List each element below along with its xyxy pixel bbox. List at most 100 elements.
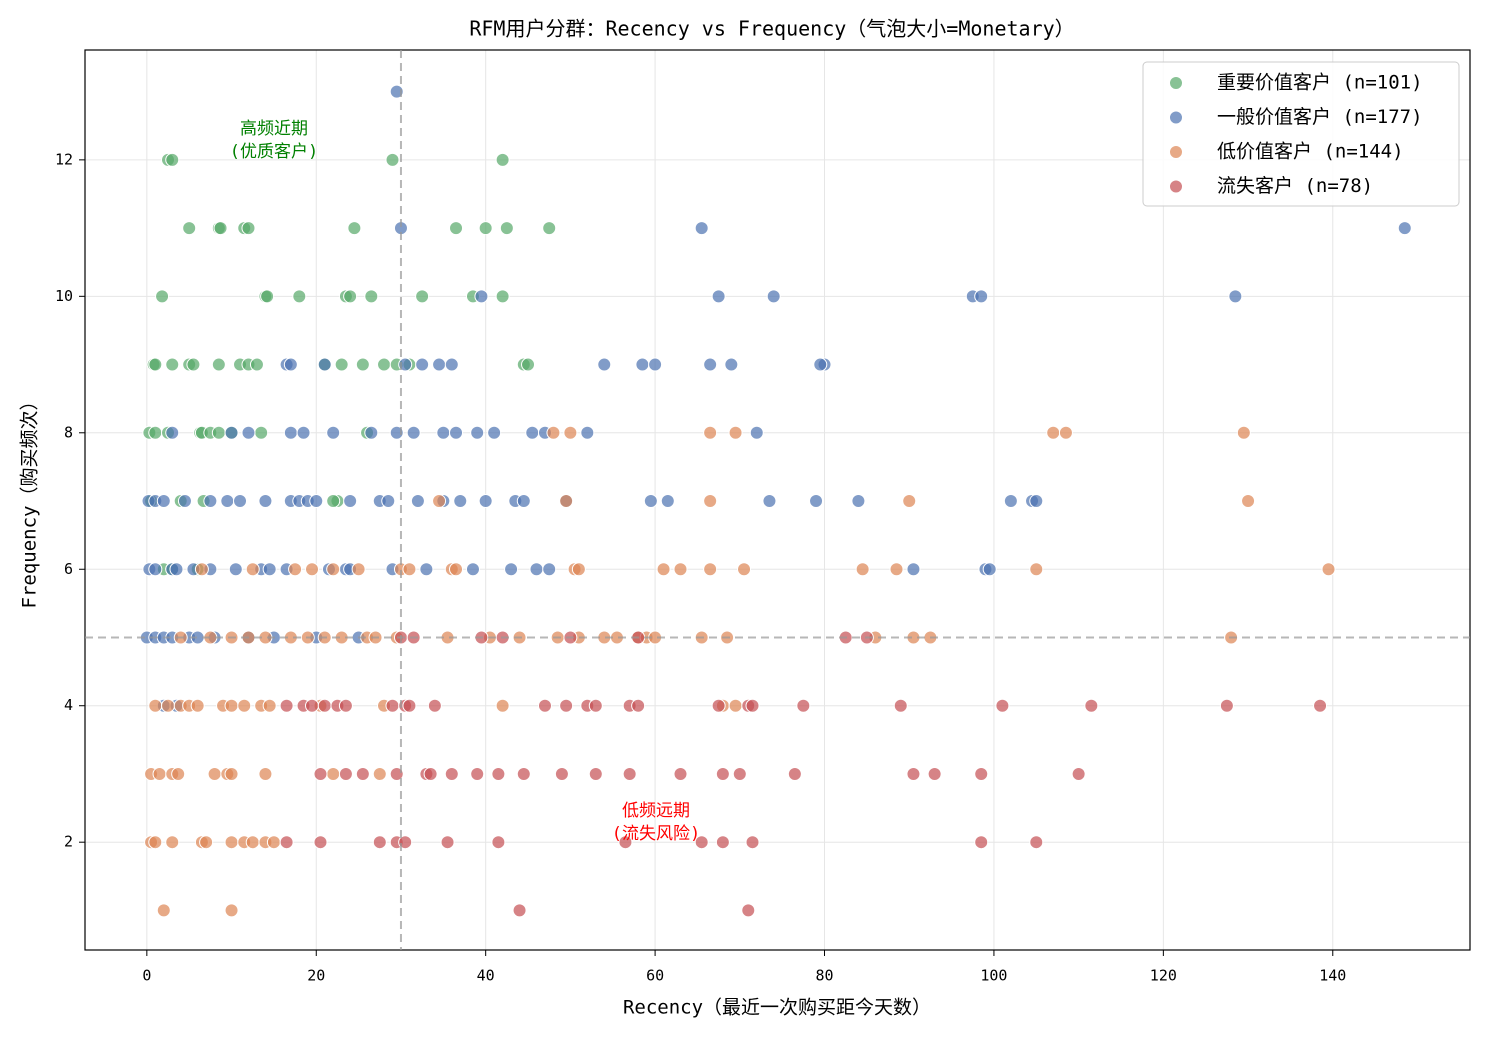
point bbox=[245, 562, 260, 577]
point bbox=[224, 766, 239, 781]
point bbox=[787, 766, 802, 781]
point bbox=[559, 494, 574, 509]
point bbox=[542, 562, 557, 577]
point bbox=[974, 289, 989, 304]
point bbox=[245, 835, 260, 850]
point bbox=[1313, 698, 1328, 713]
point bbox=[813, 357, 828, 372]
point bbox=[504, 562, 519, 577]
point bbox=[313, 766, 328, 781]
point bbox=[317, 357, 332, 372]
point bbox=[563, 425, 578, 440]
point bbox=[1003, 494, 1018, 509]
annotation: (流失风险) bbox=[612, 824, 700, 844]
point bbox=[597, 357, 612, 372]
point bbox=[364, 425, 379, 440]
point bbox=[902, 494, 917, 509]
point bbox=[402, 698, 417, 713]
point bbox=[537, 698, 552, 713]
point bbox=[343, 289, 358, 304]
y-tick-label: 4 bbox=[64, 696, 73, 714]
point bbox=[580, 425, 595, 440]
point bbox=[317, 698, 332, 713]
point bbox=[516, 494, 531, 509]
point bbox=[148, 562, 163, 577]
point bbox=[851, 494, 866, 509]
point bbox=[343, 494, 358, 509]
point bbox=[228, 562, 243, 577]
legend-label: 一般价值客户 (n=177) bbox=[1217, 106, 1423, 128]
point bbox=[440, 835, 455, 850]
point bbox=[470, 425, 485, 440]
point bbox=[155, 289, 170, 304]
point bbox=[660, 494, 675, 509]
point bbox=[588, 698, 603, 713]
point bbox=[694, 835, 709, 850]
point bbox=[381, 494, 396, 509]
point bbox=[258, 494, 273, 509]
point bbox=[1071, 766, 1086, 781]
point bbox=[224, 698, 239, 713]
point bbox=[279, 835, 294, 850]
point bbox=[1228, 289, 1243, 304]
point bbox=[478, 221, 493, 236]
plot-frame bbox=[84, 49, 1471, 951]
point bbox=[618, 835, 633, 850]
legend: 重要价值客户 (n=101) 一般价值客户 (n=177) 低价值客户 (n=144… bbox=[1142, 61, 1460, 207]
point bbox=[372, 835, 387, 850]
legend-label: 重要价值客户 (n=101) bbox=[1217, 72, 1423, 94]
point bbox=[724, 357, 739, 372]
point bbox=[728, 425, 743, 440]
point bbox=[449, 562, 464, 577]
point bbox=[1058, 425, 1073, 440]
point bbox=[796, 698, 811, 713]
legend-marker bbox=[1169, 110, 1183, 125]
point bbox=[213, 221, 228, 236]
point bbox=[673, 562, 688, 577]
point bbox=[262, 562, 277, 577]
point bbox=[648, 357, 663, 372]
point bbox=[190, 698, 205, 713]
point bbox=[465, 562, 480, 577]
point bbox=[419, 562, 434, 577]
y-tick-label: 10 bbox=[55, 287, 73, 305]
point bbox=[182, 221, 197, 236]
point bbox=[449, 221, 464, 236]
annotation: (优质客户) bbox=[230, 142, 318, 162]
point bbox=[529, 562, 544, 577]
point bbox=[233, 494, 248, 509]
point bbox=[152, 766, 167, 781]
point bbox=[351, 562, 366, 577]
point bbox=[495, 698, 510, 713]
point bbox=[478, 494, 493, 509]
point bbox=[258, 766, 273, 781]
y-axis-label: Frequency（购买频次） bbox=[19, 392, 41, 609]
point bbox=[203, 494, 218, 509]
point bbox=[148, 835, 163, 850]
legend-label: 低价值客户 (n=144) bbox=[1217, 141, 1404, 163]
point bbox=[521, 357, 536, 372]
point bbox=[487, 425, 502, 440]
legend-marker bbox=[1169, 145, 1183, 159]
point bbox=[715, 835, 730, 850]
point bbox=[402, 562, 417, 577]
point bbox=[974, 835, 989, 850]
point bbox=[656, 562, 671, 577]
point bbox=[995, 698, 1010, 713]
point bbox=[453, 494, 468, 509]
point bbox=[211, 357, 226, 372]
x-tick-label: 140 bbox=[1319, 967, 1346, 985]
point bbox=[347, 221, 362, 236]
point bbox=[237, 698, 252, 713]
point bbox=[525, 425, 540, 440]
point bbox=[377, 357, 392, 372]
point bbox=[732, 766, 747, 781]
point bbox=[355, 766, 370, 781]
x-tick-label: 0 bbox=[142, 967, 151, 985]
point bbox=[161, 698, 176, 713]
point bbox=[313, 835, 328, 850]
point bbox=[211, 425, 226, 440]
legend-label: 流失客户 (n=78) bbox=[1217, 175, 1373, 197]
point bbox=[491, 766, 506, 781]
point bbox=[512, 903, 527, 918]
